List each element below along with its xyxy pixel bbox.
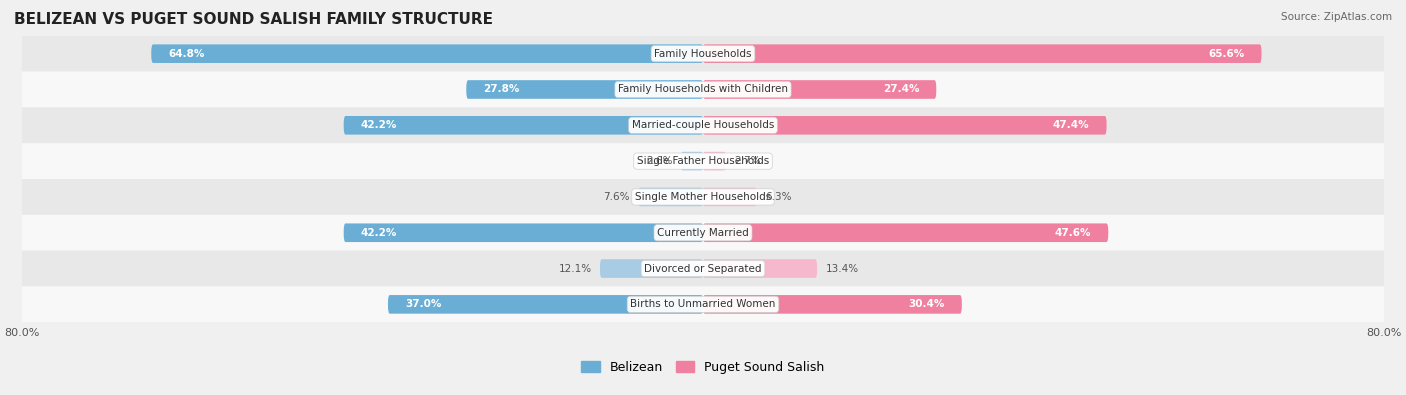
Text: Single Father Households: Single Father Households — [637, 156, 769, 166]
Text: 27.4%: 27.4% — [883, 85, 920, 94]
FancyBboxPatch shape — [467, 80, 703, 99]
FancyBboxPatch shape — [388, 295, 703, 314]
FancyBboxPatch shape — [343, 224, 703, 242]
Text: 47.6%: 47.6% — [1054, 228, 1091, 238]
FancyBboxPatch shape — [22, 179, 1384, 215]
Text: 64.8%: 64.8% — [169, 49, 205, 59]
FancyBboxPatch shape — [703, 44, 1261, 63]
Text: 2.7%: 2.7% — [734, 156, 761, 166]
Text: Currently Married: Currently Married — [657, 228, 749, 238]
Text: BELIZEAN VS PUGET SOUND SALISH FAMILY STRUCTURE: BELIZEAN VS PUGET SOUND SALISH FAMILY ST… — [14, 12, 494, 27]
Text: 6.3%: 6.3% — [765, 192, 792, 202]
Text: 27.8%: 27.8% — [484, 85, 520, 94]
Text: 42.2%: 42.2% — [361, 228, 396, 238]
Text: 47.4%: 47.4% — [1053, 120, 1090, 130]
FancyBboxPatch shape — [22, 71, 1384, 107]
FancyBboxPatch shape — [600, 259, 703, 278]
FancyBboxPatch shape — [703, 116, 1107, 135]
FancyBboxPatch shape — [703, 295, 962, 314]
Text: 37.0%: 37.0% — [405, 299, 441, 309]
FancyBboxPatch shape — [703, 188, 756, 206]
Legend: Belizean, Puget Sound Salish: Belizean, Puget Sound Salish — [576, 356, 830, 379]
Text: Family Households: Family Households — [654, 49, 752, 59]
FancyBboxPatch shape — [703, 259, 817, 278]
FancyBboxPatch shape — [22, 286, 1384, 322]
Text: Source: ZipAtlas.com: Source: ZipAtlas.com — [1281, 12, 1392, 22]
Text: Married-couple Households: Married-couple Households — [631, 120, 775, 130]
FancyBboxPatch shape — [22, 215, 1384, 251]
Text: 42.2%: 42.2% — [361, 120, 396, 130]
FancyBboxPatch shape — [703, 224, 1108, 242]
FancyBboxPatch shape — [343, 116, 703, 135]
Text: 2.6%: 2.6% — [645, 156, 672, 166]
Text: Divorced or Separated: Divorced or Separated — [644, 263, 762, 274]
FancyBboxPatch shape — [22, 36, 1384, 71]
FancyBboxPatch shape — [703, 80, 936, 99]
FancyBboxPatch shape — [638, 188, 703, 206]
FancyBboxPatch shape — [22, 107, 1384, 143]
Text: 12.1%: 12.1% — [558, 263, 592, 274]
FancyBboxPatch shape — [22, 251, 1384, 286]
Text: 30.4%: 30.4% — [908, 299, 945, 309]
Text: 7.6%: 7.6% — [603, 192, 630, 202]
Text: 65.6%: 65.6% — [1208, 49, 1244, 59]
FancyBboxPatch shape — [152, 44, 703, 63]
FancyBboxPatch shape — [22, 143, 1384, 179]
FancyBboxPatch shape — [703, 152, 725, 170]
FancyBboxPatch shape — [681, 152, 703, 170]
Text: Family Households with Children: Family Households with Children — [619, 85, 787, 94]
Text: Births to Unmarried Women: Births to Unmarried Women — [630, 299, 776, 309]
Text: 13.4%: 13.4% — [825, 263, 859, 274]
Text: Single Mother Households: Single Mother Households — [636, 192, 770, 202]
